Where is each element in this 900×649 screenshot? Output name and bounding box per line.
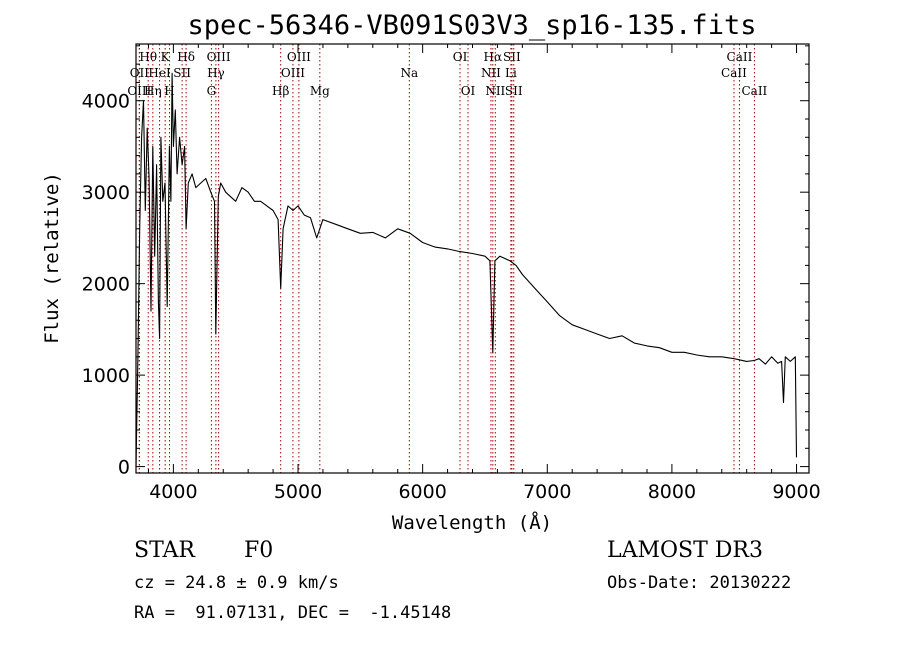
line-label-22: Li (505, 66, 517, 80)
line-label-6: H (164, 84, 174, 98)
line-label-18: OI (461, 84, 476, 98)
line-label-23: NII (485, 84, 505, 98)
x-tick-label-9000: 9000 (772, 481, 820, 503)
object-type: STAR (134, 538, 195, 563)
line-label-10: Hγ (207, 66, 225, 80)
line-label-9: OIII (207, 50, 231, 64)
survey-name: LAMOST DR3 (607, 538, 763, 563)
line-label-4: K (161, 50, 171, 64)
line-label-21: NII (481, 66, 501, 80)
object-subclass: F0 (244, 538, 274, 563)
line-label-26: CaII (721, 66, 747, 80)
plot-frame (135, 43, 810, 474)
line-label-12: OIII (287, 50, 311, 64)
line-label-25: CaII (727, 50, 753, 64)
line-label-13: OIII (281, 66, 305, 80)
line-label-19: Hα (484, 50, 503, 64)
series-line-0 (135, 72, 798, 467)
line-label-27: CaII (741, 84, 767, 98)
line-label-8: SII (173, 66, 191, 80)
y-tick-label-3000: 3000 (82, 182, 130, 204)
line-label-11: G (207, 84, 217, 98)
line-label-16: Na (400, 66, 418, 80)
line-label-7: Hδ (177, 50, 195, 64)
x-axis: 4000 5000 6000 7000 8000 9000 (147, 44, 821, 503)
line-label-17: OI (453, 50, 468, 64)
sky-coordinates: RA = 91.07131, DEC = -1.45148 (134, 603, 452, 623)
x-tick-label-8000: 8000 (648, 481, 696, 503)
x-tick-label-5000: 5000 (274, 481, 322, 503)
line-label-0: Hθ (139, 50, 157, 64)
x-tick-label-7000: 7000 (523, 481, 571, 503)
observation-date: Obs-Date: 20130222 (607, 573, 792, 593)
spectrum-series (135, 72, 798, 467)
y-tick-label-4000: 4000 (82, 91, 130, 113)
x-axis-label: Wavelength (Å) (392, 511, 552, 534)
line-label-14: Hβ (272, 84, 289, 98)
x-tick-label-6000: 6000 (398, 481, 446, 503)
line-label-20: SII (503, 50, 521, 64)
y-tick-label-1000: 1000 (82, 365, 130, 387)
y-tick-label-0: 0 (118, 457, 130, 479)
redshift-readout: cz = 24.8 ± 0.9 km/s (134, 573, 339, 593)
y-axis-label: Flux (relative) (41, 172, 63, 344)
line-label-24: SII (505, 84, 523, 98)
line-label-15: Mg (310, 84, 330, 98)
x-tick-label-4000: 4000 (149, 481, 197, 503)
line-label-2: OIII (127, 84, 151, 98)
chart-title: spec-56346-VB091S03V3_sp16-135.fits (188, 10, 757, 41)
y-axis: 0 1000 2000 3000 4000 (82, 45, 809, 479)
line-label-3: Hη (144, 84, 162, 98)
y-tick-label-2000: 2000 (82, 274, 130, 296)
line-label-5: HeI (148, 66, 171, 80)
